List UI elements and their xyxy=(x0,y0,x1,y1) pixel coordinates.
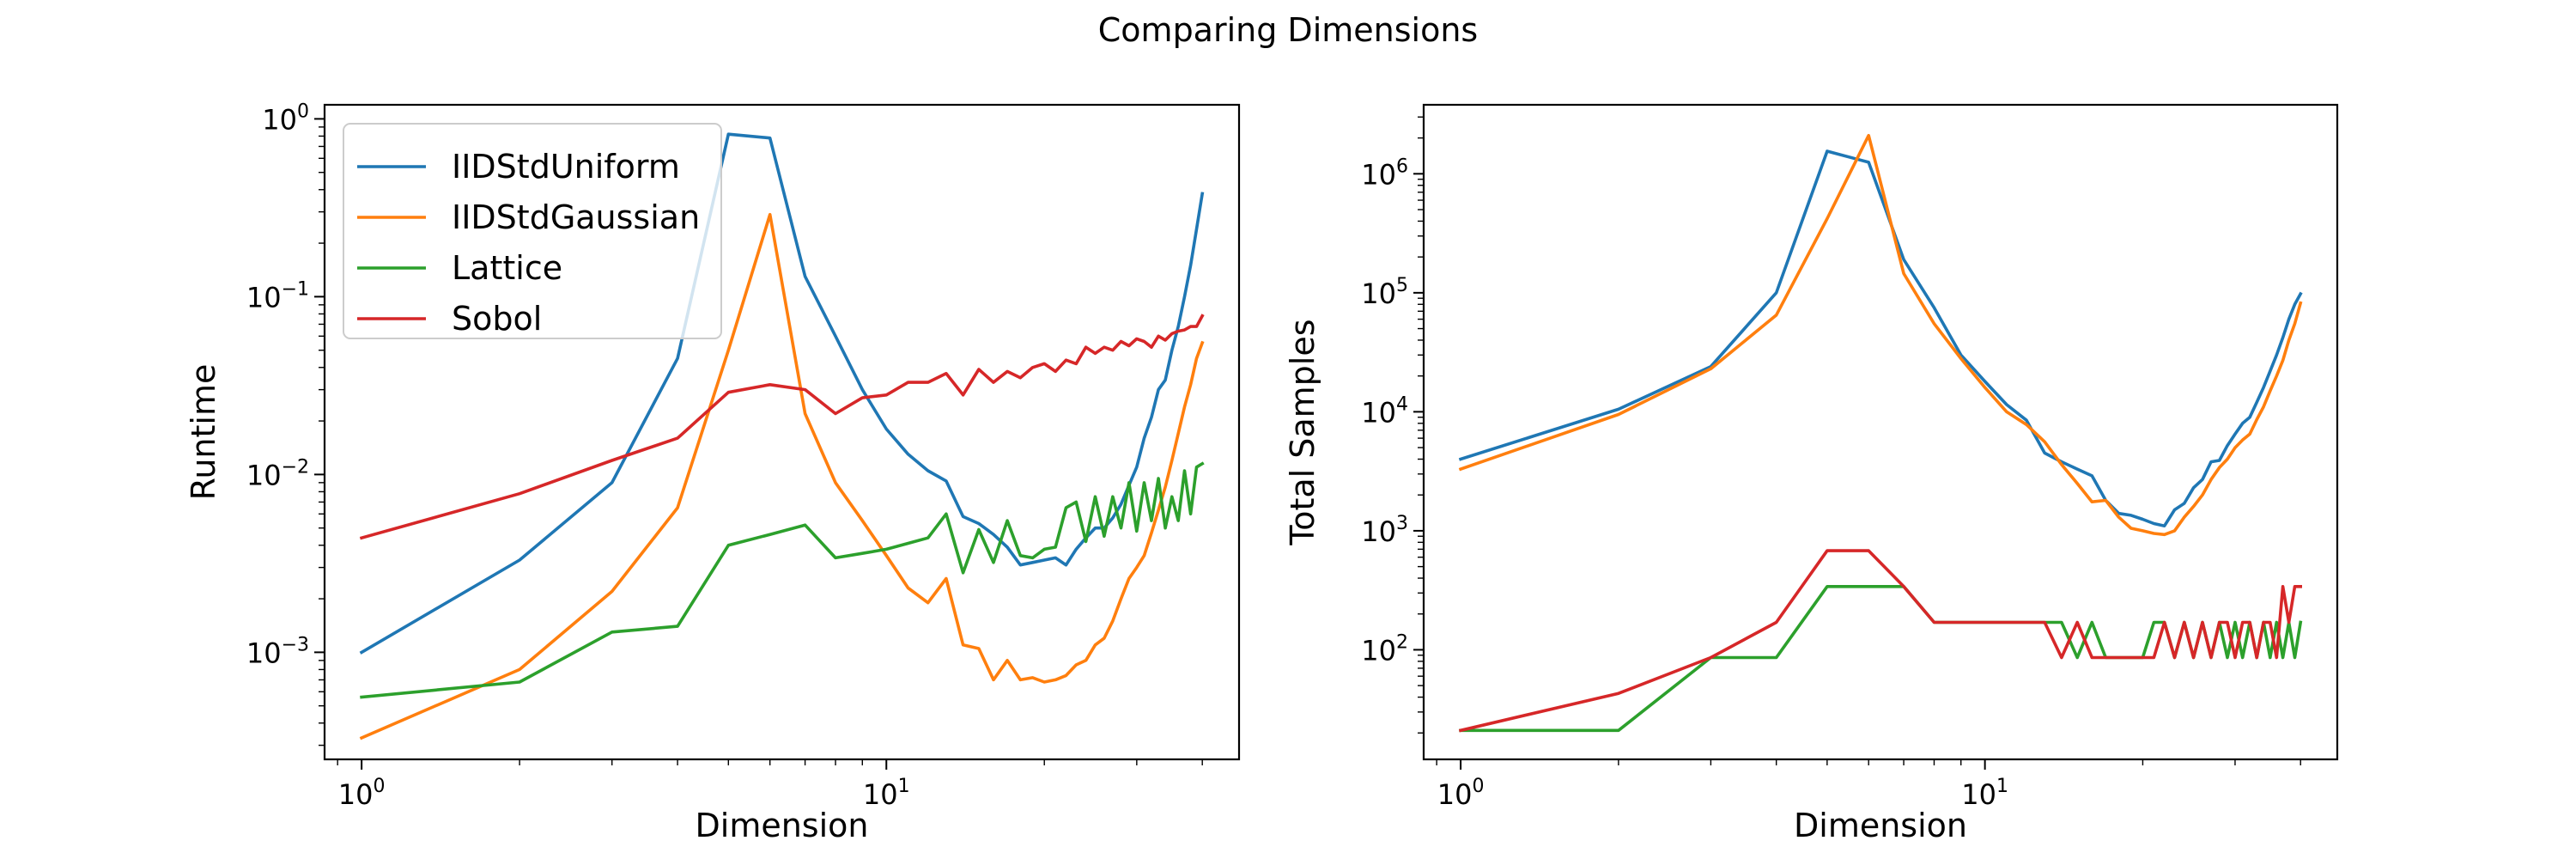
series-line-lattice xyxy=(360,461,1205,699)
series-line-iidstduniform xyxy=(359,132,1205,655)
legend-label-iidstduniform: IIDStdUniform xyxy=(452,148,680,186)
y-tick-label: 10−2 xyxy=(246,456,309,491)
series-line-sobol xyxy=(1458,549,2302,733)
y-axis-label: Runtime xyxy=(185,364,222,501)
series-group xyxy=(1458,133,2303,733)
legend: IIDStdUniform IIDStdGaussian Lattice Sobol xyxy=(343,123,722,339)
figure-title: Comparing Dimensions xyxy=(1098,11,1478,49)
series-group xyxy=(359,132,1205,740)
y-tick-label: 10−3 xyxy=(246,634,309,669)
legend-label-sobol: Sobol xyxy=(452,300,542,338)
legend-label-lattice: Lattice xyxy=(452,249,562,287)
legend-label-iidstdgaussian: IIDStdGaussian xyxy=(452,198,700,236)
runtime-chart: 100 10110−310−210−1100DimensionRuntimeIID… xyxy=(185,101,1241,844)
y-tick-label: 102 xyxy=(1361,631,1408,667)
series-line-iidstdgaussian xyxy=(1458,133,2303,537)
series-line-iidstduniform xyxy=(1458,149,2303,528)
legend-frame xyxy=(343,123,722,339)
x-axis-label: Dimension xyxy=(696,807,869,844)
plot-area xyxy=(1422,103,2339,761)
x-axis-label: Dimension xyxy=(1794,807,1967,844)
y-axis-label: Total Samples xyxy=(1284,319,1321,545)
plot-area xyxy=(323,103,1241,761)
series-line-sobol xyxy=(359,314,1205,540)
